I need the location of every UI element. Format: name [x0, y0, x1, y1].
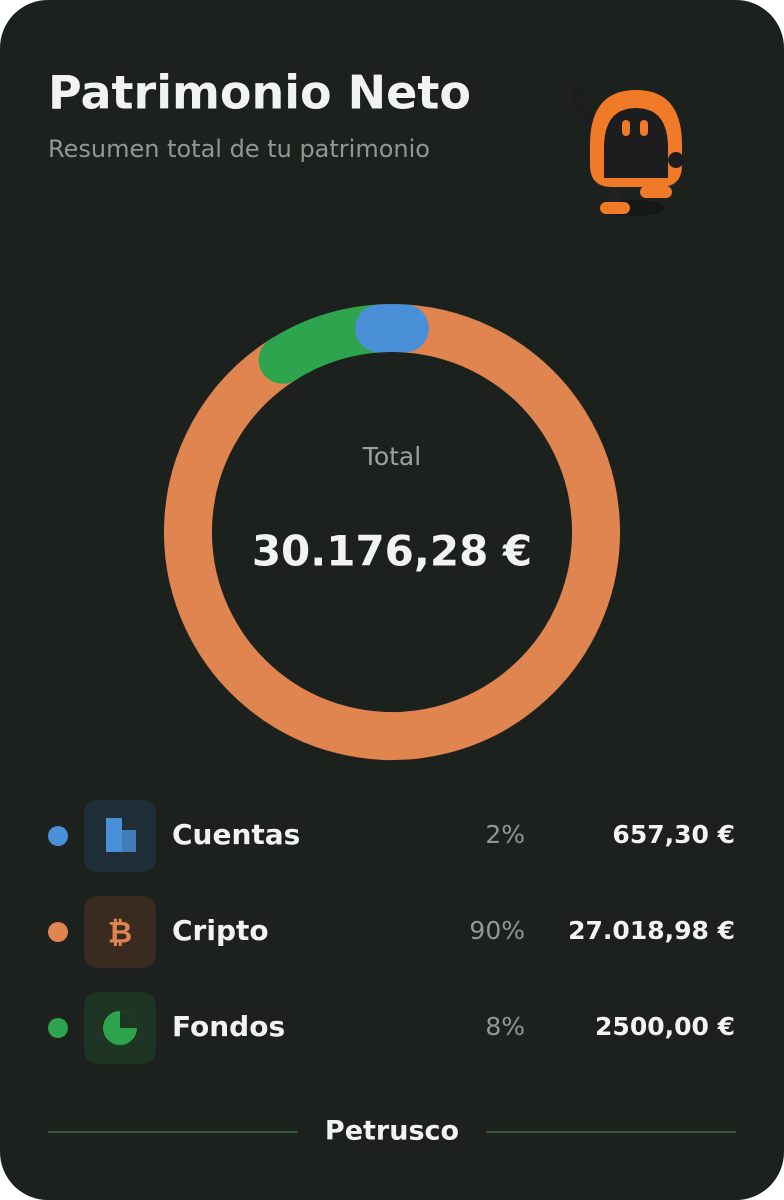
subtitle: Resumen total de tu patrimonio	[48, 135, 430, 163]
brand: Petrusco	[325, 1116, 459, 1147]
amount: 27.018,98 €	[568, 916, 735, 945]
donut-segment	[164, 304, 620, 760]
category-icon-bg	[84, 896, 156, 968]
percent-label: 90%	[469, 916, 525, 945]
total: 30.176,28 €	[252, 527, 532, 576]
legend-dot	[48, 1018, 68, 1038]
category-icon: ₿	[108, 916, 132, 951]
category-name: Fondos	[172, 1010, 285, 1043]
category-icon	[122, 830, 136, 852]
category-icon	[120, 1011, 137, 1028]
legend-dot	[48, 922, 68, 942]
category-name: Cripto	[172, 914, 269, 947]
category-name: Cuentas	[172, 818, 300, 851]
center-label: Total	[362, 442, 421, 471]
amount: 657,30 €	[612, 820, 735, 849]
amount: 2500,00 €	[595, 1012, 735, 1041]
legend-dot	[48, 826, 68, 846]
category-icon	[106, 818, 122, 852]
percent-label: 2%	[485, 820, 525, 849]
title: Patrimonio Neto	[48, 66, 471, 120]
percent-label: 8%	[485, 1012, 525, 1041]
mascot	[572, 87, 684, 216]
